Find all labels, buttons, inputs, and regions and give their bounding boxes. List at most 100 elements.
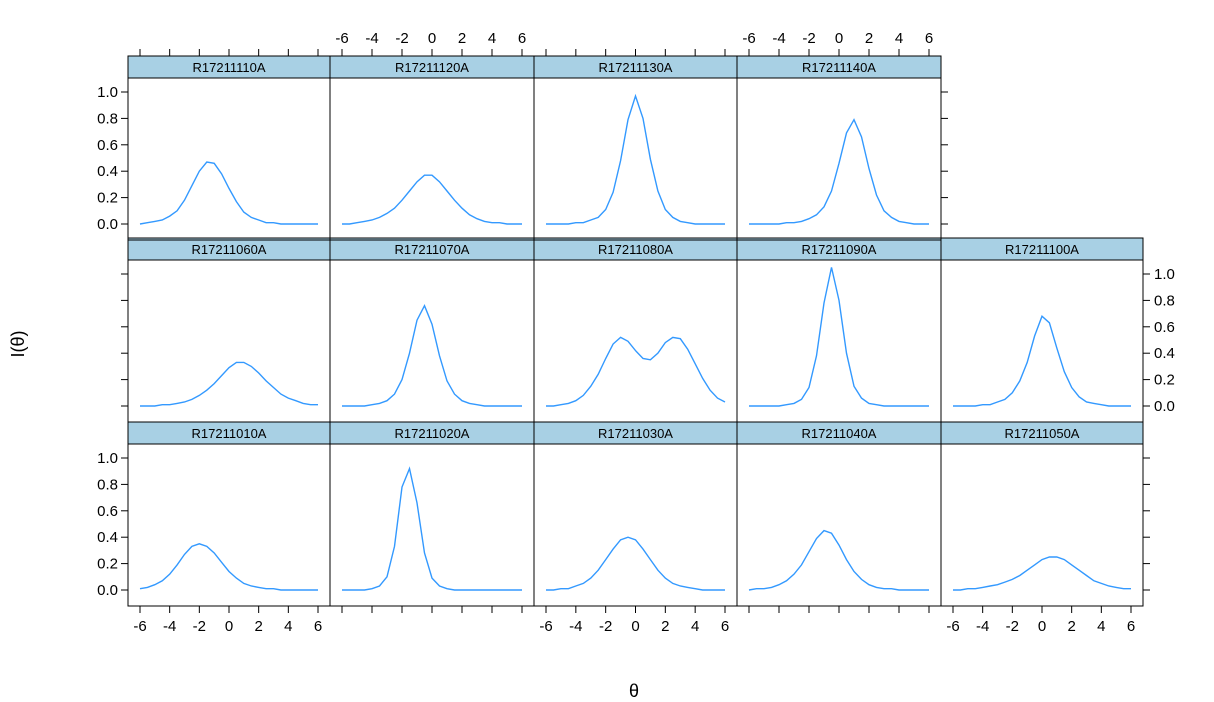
x-tick-label: -6: [539, 618, 552, 635]
y-axis-label: I(θ): [8, 331, 28, 358]
series-line: [749, 267, 929, 407]
panel-R17211050A: R17211050A: [940, 421, 1144, 607]
x-axis-bottom-col-1: [341, 606, 523, 613]
panel-frame: [736, 443, 942, 607]
x-tick-label: 0: [428, 30, 436, 47]
y-axis-right-row-1: 0.0 0.2 0.4 0.6 0.8 1.0: [1143, 266, 1175, 415]
x-tick-label: -2: [193, 618, 206, 635]
panel-frame: [533, 77, 738, 241]
y-tick-label: 0.2: [97, 190, 118, 207]
x-tick-label: -4: [365, 30, 378, 47]
y-tick-label: 0.4: [97, 529, 118, 546]
x-tick-label: 0: [1038, 618, 1046, 635]
series-line: [342, 466, 522, 591]
panel-frame: [127, 77, 331, 241]
x-tick-label: -4: [976, 618, 989, 635]
y-tick-label: 0.6: [97, 503, 118, 520]
x-tick-label: -4: [772, 30, 785, 47]
series-line: [139, 543, 318, 591]
x-tick-label: 4: [691, 618, 699, 635]
strip-label: R17211060A: [192, 242, 267, 257]
panel-R17211090A: R17211090A: [736, 237, 942, 423]
x-tick-label: 0: [225, 618, 233, 635]
series-line: [749, 118, 929, 225]
x-tick-label: -6: [946, 618, 959, 635]
panel-R17211030A: R17211030A: [533, 421, 738, 607]
panel-frame: [736, 77, 942, 241]
y-axis-left-row-1: [121, 273, 128, 407]
y-tick-label: 0.0: [1154, 398, 1175, 415]
strip-label: R17211090A: [802, 242, 877, 257]
x-tick-label: 2: [865, 30, 873, 47]
x-tick-label: 2: [1067, 618, 1075, 635]
panel-R17211120A: R17211120A: [329, 55, 535, 241]
x-tick-label: -6: [133, 618, 146, 635]
y-tick-label: 0.6: [1154, 319, 1175, 336]
strip-label: R17211100A: [1005, 242, 1079, 257]
y-tick-label: 0.6: [97, 137, 118, 154]
x-axis-bottom-col-3: [748, 606, 930, 613]
panel-R17211040A: R17211040A: [736, 421, 942, 607]
panel-R17211110A: R17211110A: [127, 55, 331, 241]
x-tick-label: 4: [488, 30, 496, 47]
series-line: [546, 336, 726, 407]
panel-frame: [533, 443, 738, 607]
strip-label: R17211140A: [802, 60, 876, 75]
x-tick-label: -4: [163, 618, 176, 635]
panel-R17211070A: R17211070A: [329, 237, 535, 423]
y-tick-label: 0.0: [97, 216, 118, 233]
strip-label: R17211030A: [598, 426, 673, 441]
x-tick-label: -2: [1006, 618, 1019, 635]
y-tick-label: 0.4: [97, 163, 118, 180]
x-tick-label: -4: [569, 618, 582, 635]
series-line: [546, 536, 725, 591]
x-axis-label: θ: [629, 681, 639, 701]
x-tick-label: 6: [925, 30, 933, 47]
x-axis-top-col-3: -6 -4 -2 0 2 4 6: [742, 30, 933, 56]
x-tick-label: 6: [1127, 618, 1135, 635]
panel-R17211020A: R17211020A: [329, 421, 535, 607]
series-line: [748, 529, 929, 591]
strip-label: R17211050A: [1005, 426, 1080, 441]
y-axis-right-row-0: [1143, 457, 1150, 591]
panel-frame: [533, 259, 738, 423]
y-tick-label: 0.2: [1154, 372, 1175, 389]
strip-label: R17211010A: [192, 426, 267, 441]
x-tick-label: 2: [458, 30, 466, 47]
y-axis-left-row-2: 0.0 0.2 0.4 0.6 0.8 1.0: [97, 84, 128, 233]
panels-layer: R17211010A R17211020A R17211030A R17211040A…: [127, 55, 1144, 607]
panel-frame: [736, 259, 942, 423]
x-axis-top-col-0: [139, 49, 319, 56]
axes-layer: -6 -4 -2 0 2 4 6 -6 -4 -2 0 2 4 6 -6 -4 -2 0 2 4 6 -6 -4 -2 0 2 4 6…: [97, 30, 1175, 635]
x-axis-top-col-1: -6 -4 -2 0 2 4 6: [335, 30, 526, 56]
x-tick-label: 0: [631, 618, 639, 635]
series-line: [953, 556, 1131, 591]
x-tick-label: -6: [335, 30, 348, 47]
y-tick-label: 0.2: [97, 556, 118, 573]
x-axis-bottom-col-0: -6 -4 -2 0 2 4 6: [133, 606, 322, 635]
panel-R17211140A: R17211140A: [736, 55, 942, 241]
x-tick-label: 0: [835, 30, 843, 47]
panel-R17211130A: R17211130A: [533, 55, 738, 241]
x-tick-label: 6: [314, 618, 322, 635]
x-tick-label: 4: [284, 618, 292, 635]
x-tick-label: 2: [254, 618, 262, 635]
strip-label: R17211070A: [395, 242, 470, 257]
strip-label: R17211130A: [599, 60, 673, 75]
panel-frame: [329, 77, 535, 241]
strip-label: R17211120A: [395, 60, 469, 75]
series-line: [342, 174, 522, 225]
y-tick-label: 0.8: [97, 110, 118, 127]
strip-label: R17211080A: [598, 242, 673, 257]
x-tick-label: 4: [1097, 618, 1105, 635]
y-tick-label: 0.4: [1154, 345, 1175, 362]
panel-R17211010A: R17211010A: [127, 421, 331, 607]
panel-frame: [940, 443, 1144, 607]
y-tick-label: 0.0: [97, 582, 118, 599]
strip-label: R17211110A: [192, 60, 265, 75]
strip-label: R17211040A: [802, 426, 877, 441]
series-line: [342, 304, 522, 407]
panel-frame: [940, 259, 1144, 423]
panel-frame: [329, 259, 535, 423]
